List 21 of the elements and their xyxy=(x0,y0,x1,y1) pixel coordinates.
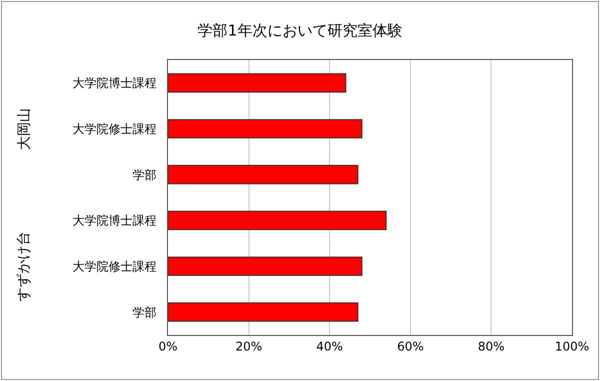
x-tick-label: 80% xyxy=(478,339,505,354)
bar xyxy=(168,210,387,230)
bar xyxy=(168,302,358,322)
y-tick-label: 学部 xyxy=(132,168,157,182)
y-tick-label: 大学院修士課程 xyxy=(72,259,157,274)
text: すずかけ台 xyxy=(16,231,32,302)
x-tick-label: 0% xyxy=(158,339,178,354)
x-tick-label: 60% xyxy=(397,339,424,354)
text: 大岡山 xyxy=(16,108,32,150)
bar xyxy=(168,119,362,138)
chart-title: 学部1年次において研究室体験 xyxy=(198,21,402,40)
y-tick-label: 大学院博士課程 xyxy=(72,76,157,90)
bar xyxy=(168,256,362,276)
x-tick-label: 100% xyxy=(554,339,590,354)
y-tick-label: 学部 xyxy=(132,305,157,320)
x-tick-label: 20% xyxy=(235,339,262,354)
x-tick-label: 40% xyxy=(316,339,343,354)
y-tick-label: 大学院修士課程 xyxy=(72,122,157,136)
y-tick-label: 大学院博士課程 xyxy=(72,214,157,228)
bar xyxy=(168,73,346,93)
bar xyxy=(168,164,358,184)
